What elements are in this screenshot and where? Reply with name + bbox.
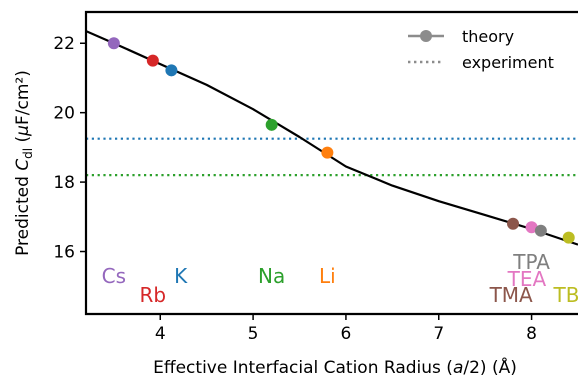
y-tick-label: 22 [53, 34, 75, 54]
ion-label-tma: TMA [489, 283, 533, 307]
point-cs [107, 37, 120, 50]
ion-label-na: Na [258, 264, 285, 288]
x-tick-label: 4 [155, 324, 166, 344]
x-axis-title: Effective Interfacial Cation Radius (a/2… [153, 356, 517, 377]
point-k [165, 64, 178, 77]
point-li [321, 146, 334, 159]
ion-label-tpa: TPA [512, 250, 550, 274]
x-tick-label: 8 [526, 324, 537, 344]
x-tick-label: 7 [433, 324, 444, 344]
ion-label-k: K [174, 264, 188, 288]
y-tick-label: 20 [53, 104, 75, 124]
x-tick-label: 5 [248, 324, 259, 344]
point-rb [146, 54, 159, 67]
point-tba [562, 231, 575, 244]
ion-label-rb: Rb [140, 283, 167, 307]
point-tpa [534, 224, 547, 237]
plot-frame [84, 10, 578, 316]
legend-experiment-label: experiment [462, 53, 554, 72]
ion-label-tba: TBA [553, 283, 578, 307]
ion-label-li: Li [319, 264, 336, 288]
y-tick-label: 16 [53, 243, 75, 263]
legend-theory-label: theory [462, 27, 514, 46]
point-tma [507, 217, 520, 230]
legend-theory-marker [420, 30, 432, 42]
y-axis-title: Predicted Cdl (μF/cm²) [13, 70, 35, 256]
ion-label-tea: TEA [507, 267, 547, 291]
axes: 4 5 6 7 8 16 18 20 22 [53, 10, 578, 344]
legend: theory experiment [408, 27, 554, 72]
y-tick-label: 18 [53, 173, 75, 193]
point-tea [525, 221, 538, 234]
x-tick-label: 6 [341, 324, 352, 344]
ion-label-cs: Cs [102, 264, 126, 288]
point-na [265, 118, 278, 131]
